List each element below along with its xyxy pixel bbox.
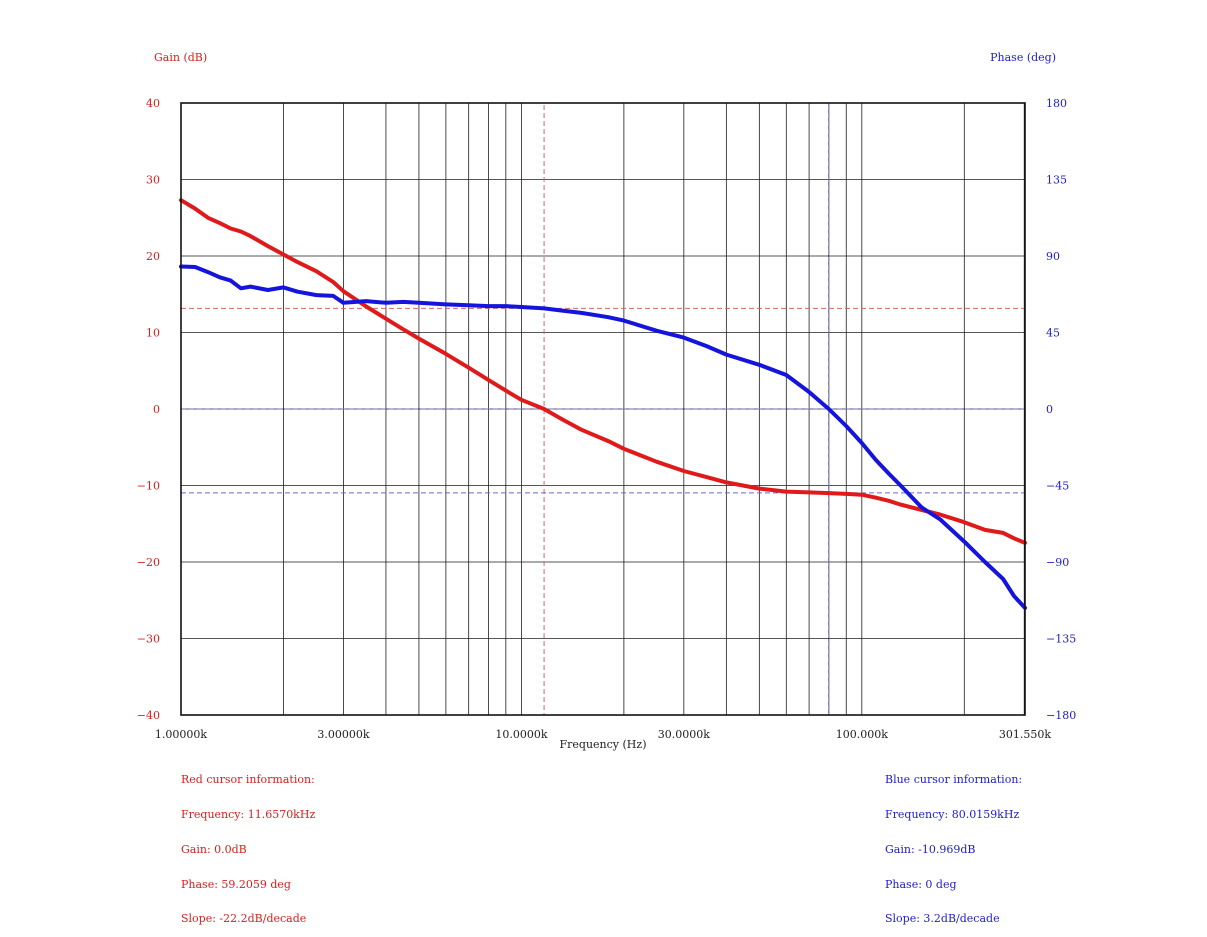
y-tick-label-left: 20 (146, 250, 160, 263)
cursor-lines (181, 105, 1025, 715)
series-lines (179, 198, 1027, 610)
y-tick-label-right: −180 (1046, 709, 1076, 722)
grid-lines (181, 103, 1025, 715)
y-tick-label-left: 10 (146, 327, 160, 340)
y-tick-label-left: −40 (137, 709, 160, 722)
blue-cursor-slope: Slope: 3.2dB/decade (885, 912, 1000, 926)
x-tick-label: 1.00000k (155, 728, 207, 741)
y-axis-label-right: Phase (deg) (990, 51, 1056, 64)
x-tick-label: 3.00000k (317, 728, 369, 741)
y-tick-label-left: −30 (137, 633, 160, 646)
y-tick-label-right: 0 (1046, 403, 1053, 416)
red-cursor-frequency: Frequency: 11.6570kHz (181, 807, 316, 821)
red-cursor-phase: Phase: 59.2059 deg (181, 877, 291, 891)
x-tick-label: 100.000k (836, 728, 888, 741)
tick-labels: 1.00000k 3.00000k 10.0000k 30.0000k 100.000k… (137, 97, 1076, 741)
y-tick-label-left: 0 (153, 403, 160, 416)
y-tick-label-right: −90 (1046, 556, 1069, 569)
red-cursor-gain: Gain: 0.0dB (181, 842, 247, 856)
gain-series-line (179, 198, 1027, 545)
red-cursor-slope: Slope: -22.2dB/decade (181, 912, 307, 926)
y-tick-label-left: 30 (146, 174, 160, 187)
x-tick-label: 301.550k (999, 728, 1051, 741)
blue-cursor-info: Blue cursor information: Frequency: 80.0… (885, 751, 1022, 937)
y-tick-label-right: −45 (1046, 480, 1069, 493)
y-tick-label-right: −135 (1046, 633, 1076, 646)
y-tick-label-left: 40 (146, 97, 160, 110)
x-tick-label: 30.0000k (658, 728, 710, 741)
phase-series-line (179, 264, 1027, 610)
y-tick-label-right: 90 (1046, 250, 1060, 263)
x-tick-label: 10.0000k (495, 728, 547, 741)
y-tick-label-right: 135 (1046, 174, 1067, 187)
bode-plot: 1.00000k 3.00000k 10.0000k 30.0000k 100.000k… (137, 51, 1076, 751)
red-cursor-title: Red cursor information: (181, 773, 315, 787)
y-tick-label-left: −10 (137, 480, 160, 493)
plot-frame (180, 102, 1026, 716)
y-tick-label-right: 45 (1046, 327, 1060, 340)
red-cursor-info: Red cursor information: Frequency: 11.65… (181, 751, 315, 937)
blue-cursor-title: Blue cursor information: (885, 773, 1023, 787)
y-axis-label-left: Gain (dB) (154, 51, 207, 64)
blue-cursor-frequency: Frequency: 80.0159kHz (885, 807, 1020, 821)
blue-cursor-phase: Phase: 0 deg (885, 877, 957, 891)
blue-cursor-gain: Gain: -10.969dB (885, 842, 976, 856)
y-tick-label-right: 180 (1046, 97, 1067, 110)
y-tick-label-left: −20 (137, 556, 160, 569)
x-axis-label: Frequency (Hz) (560, 738, 647, 751)
